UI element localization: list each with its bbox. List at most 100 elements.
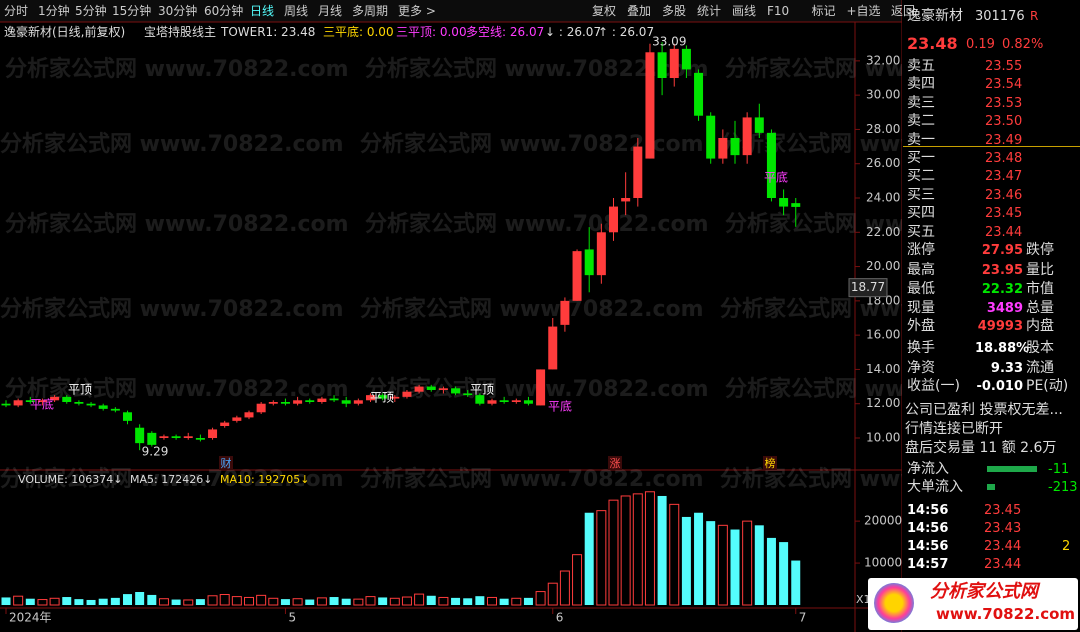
candle-body [353, 400, 363, 404]
volume-bar [426, 595, 436, 605]
volume-bar [523, 597, 533, 605]
ask-price: 23.53 [985, 95, 1023, 111]
tick-time: 14:56 [907, 539, 949, 554]
toolbar-button[interactable]: 多股 [662, 4, 687, 18]
volume-bar [584, 512, 594, 605]
candle-body [171, 436, 181, 438]
event-marker: 榜 [765, 456, 776, 470]
toolbar-button[interactable]: 标记 [811, 4, 836, 18]
volume-bar [694, 512, 704, 605]
event-marker: 涨 [610, 457, 621, 470]
toolbar-button[interactable]: F10 [767, 4, 790, 18]
volume-bar [547, 582, 558, 606]
event-marker: 财 [221, 456, 232, 470]
volume-bar [123, 594, 132, 605]
toolbar-tab[interactable]: 更多 > [398, 4, 436, 18]
tick-time: 14:56 [907, 521, 949, 536]
toolbar-tab[interactable]: 15分钟 [112, 4, 152, 18]
ask-label: 卖五 [907, 58, 935, 74]
volume-bar [49, 597, 60, 606]
stat-label: 跌停 [1026, 242, 1054, 258]
volume-bar [13, 595, 24, 606]
volume-bar [706, 521, 716, 605]
y-tick-label: 10000 [864, 556, 902, 570]
volume-bar [219, 594, 230, 606]
candle-body [220, 422, 230, 426]
volume-bar [329, 597, 339, 605]
toolbar-button[interactable]: +自选 [846, 4, 881, 18]
toolbar-tab[interactable]: 多周期 [352, 4, 389, 18]
candle-body [584, 249, 594, 276]
y-tick-label: 16.00 [866, 328, 900, 342]
volume-bar [499, 598, 509, 605]
candle-body [317, 398, 327, 402]
toolbar-tab[interactable]: 周线 [284, 4, 309, 18]
candle-body [74, 402, 84, 404]
event-marker-bg [608, 456, 622, 470]
flow-bar [987, 466, 1037, 472]
toolbar-tab[interactable]: 30分钟 [158, 4, 198, 18]
volume-bar [280, 599, 290, 605]
stock-change: 0.19 [966, 37, 995, 52]
volume-bar [171, 599, 181, 605]
tick-vol: 2 [1062, 539, 1071, 554]
volume-bar [559, 570, 570, 606]
candle-body [341, 400, 351, 404]
indicator-value: ↓ : 26.07 [545, 25, 602, 39]
volume-bar [389, 597, 400, 606]
volume-bar [487, 596, 497, 606]
ask-label: 卖四 [907, 76, 935, 93]
volume-bar [657, 495, 667, 605]
volume-bar [256, 594, 267, 606]
candle-body [280, 402, 290, 404]
toolbar-tab[interactable]: 5分钟 [75, 4, 107, 18]
toolbar-tab[interactable]: 分时 [4, 4, 29, 18]
volume-bar [438, 596, 449, 606]
toolbar-button[interactable]: 复权 [592, 4, 617, 18]
volume-bar [572, 554, 583, 606]
volume-bar [25, 598, 35, 605]
candle-body [378, 395, 388, 399]
candle-body [718, 138, 728, 159]
ask-price: 23.49 [985, 132, 1023, 148]
candle-body [487, 400, 497, 404]
indicator-title: 逸豪新材(日线,前复权) [4, 25, 126, 39]
volume-bar [535, 591, 546, 606]
toolbar-button[interactable]: 统计 [697, 4, 722, 18]
stat-label: 总量 [1026, 300, 1054, 316]
candle-body [766, 132, 776, 198]
bid-label: 买四 [907, 205, 935, 222]
candle-body [98, 405, 108, 409]
stat-label: 最高 [907, 262, 935, 278]
stat-label: 最低 [907, 281, 935, 297]
y-tick-label: 24.00 [866, 191, 900, 205]
candle-body [657, 52, 667, 78]
toolbar-tab[interactable]: 1分钟 [38, 4, 70, 18]
volume-bar [475, 596, 485, 605]
volume-bar [316, 597, 327, 606]
candle-body [572, 251, 582, 301]
watermark: 分析家公式网 www.70822.com [0, 131, 344, 157]
tick-time: 14:56 [907, 503, 949, 518]
toolbar-button[interactable]: 画线 [732, 4, 757, 18]
candle-body [475, 395, 485, 404]
toolbar-tab[interactable]: 60分钟 [204, 4, 244, 18]
watermark: 分析家公式网 www.70822.com [0, 296, 344, 322]
stock-pct: 0.82% [1002, 37, 1044, 52]
watermark: 分析家公式网 www.70822.com [5, 56, 349, 82]
flow-bar [987, 484, 995, 490]
toolbar-tab[interactable]: 月线 [318, 4, 343, 18]
ask-price: 23.55 [985, 59, 1023, 74]
toolbar-button[interactable]: 返回 [891, 4, 916, 18]
volume-header: VOLUME: 106374↓ [18, 473, 123, 486]
stock-code: 301176 [975, 9, 1025, 24]
tick-price: 23.43 [984, 521, 1022, 536]
toolbar-tab[interactable]: 日线 [250, 4, 275, 18]
candle-body [195, 438, 205, 440]
signal-annotation: 平底 [764, 170, 788, 185]
candle-body [256, 403, 266, 413]
watermark: 分析家公式网 www.70822.com [0, 466, 344, 492]
stat-label: 外盘 [907, 318, 935, 334]
candle-body [305, 400, 315, 402]
toolbar-button[interactable]: 叠加 [627, 4, 652, 18]
